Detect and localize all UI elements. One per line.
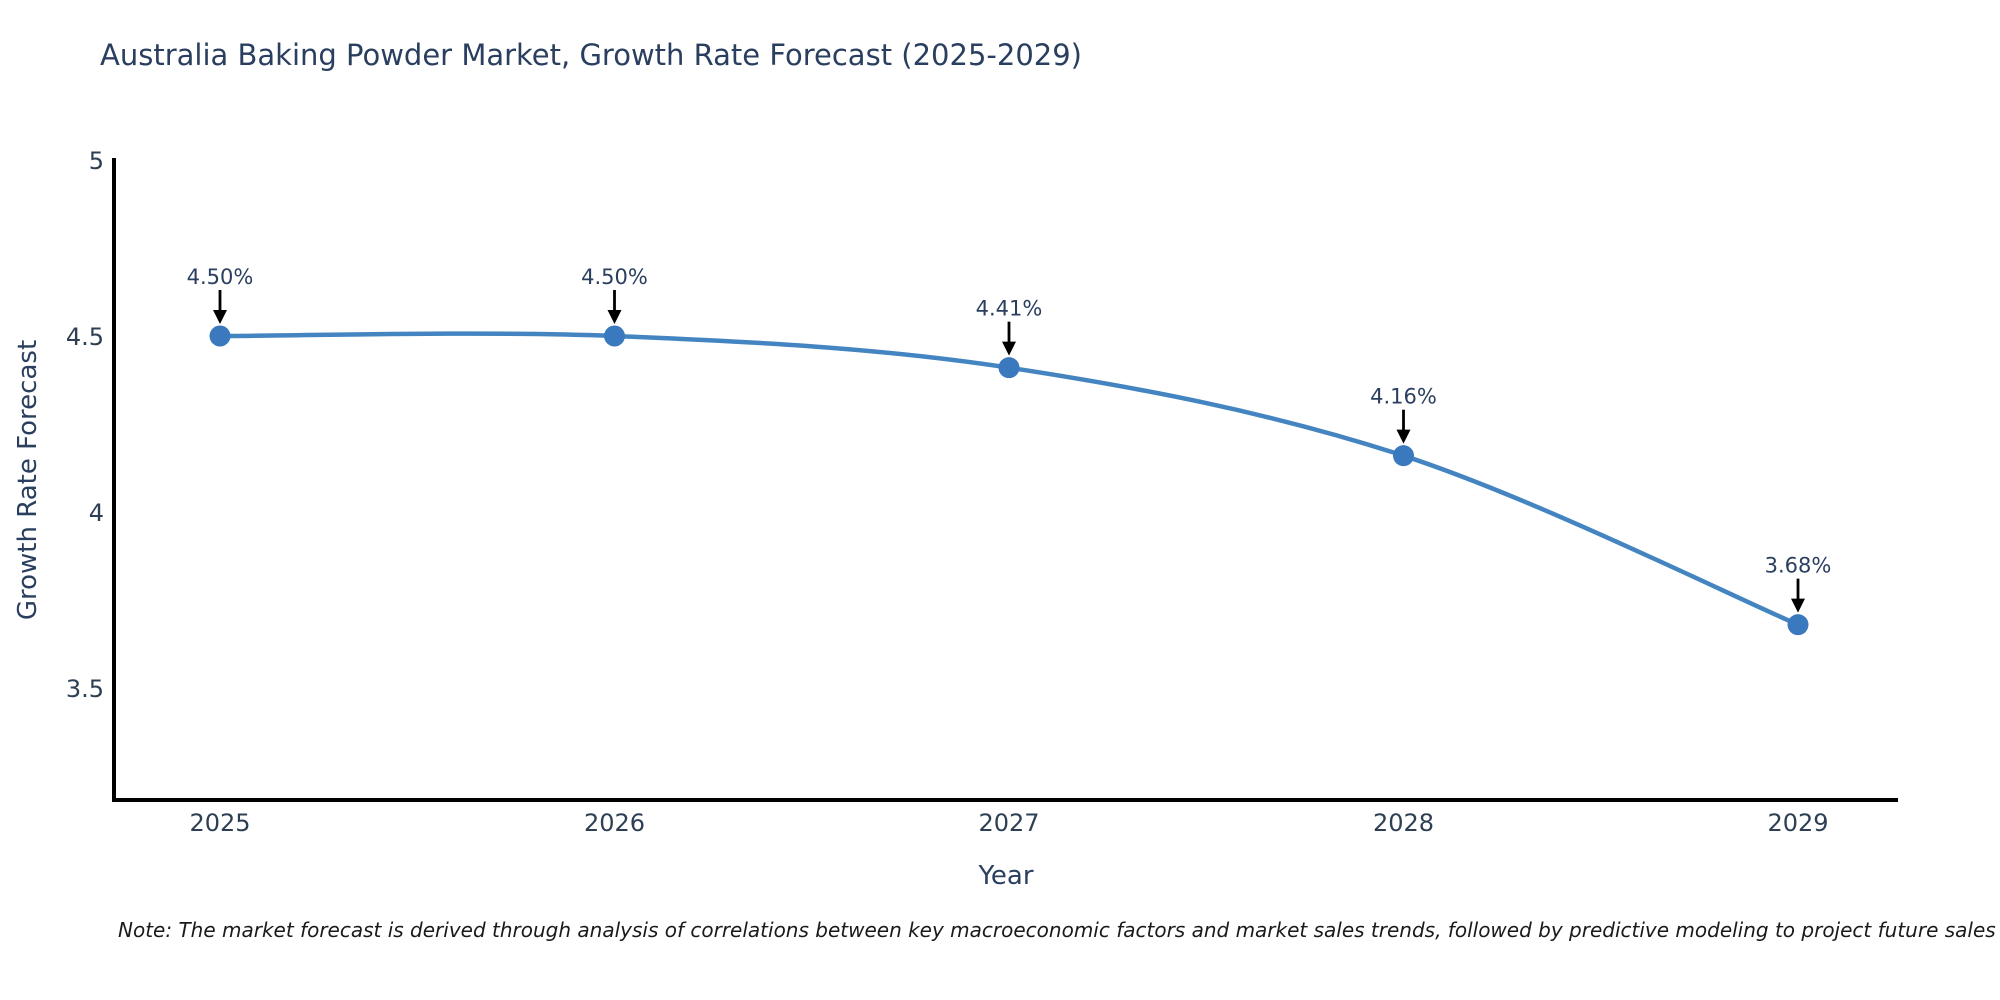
x-tick-label: 2028 [1373,809,1434,837]
data-point-2025 [209,325,231,347]
data-point-2027 [998,357,1020,379]
x-axis-title: Year [978,861,1034,891]
annotation-arrow-head [1002,341,1016,356]
footnote: Note: The market forecast is derived thr… [118,918,1996,942]
y-tick-label: 4.5 [66,323,104,351]
annotation-arrow-head [213,310,227,324]
x-tick-label: 2025 [189,809,250,837]
y-tick-label: 4 [89,499,104,527]
data-point-2026 [604,325,625,347]
annotation-arrow-head [607,310,622,324]
x-tick-label: 2026 [584,809,645,837]
annotation-label: 4.16% [1370,385,1437,409]
y-tick-label: 3.5 [66,675,104,703]
annotation-label: 4.50% [581,265,648,289]
x-tick-label: 2027 [978,809,1039,837]
data-point-2029 [1787,614,1809,636]
annotation-arrow-head [1791,598,1805,613]
annotation-label: 4.50% [187,265,254,289]
x-tick-label: 2029 [1767,809,1828,837]
data-point-2028 [1393,445,1414,467]
chart-title: Australia Baking Powder Market, Growth R… [100,38,1082,72]
annotation-label: 3.68% [1765,554,1832,578]
annotation-arrow-head [1396,429,1411,444]
annotation-label: 4.41% [976,297,1043,321]
y-tick-label: 5 [89,147,104,175]
